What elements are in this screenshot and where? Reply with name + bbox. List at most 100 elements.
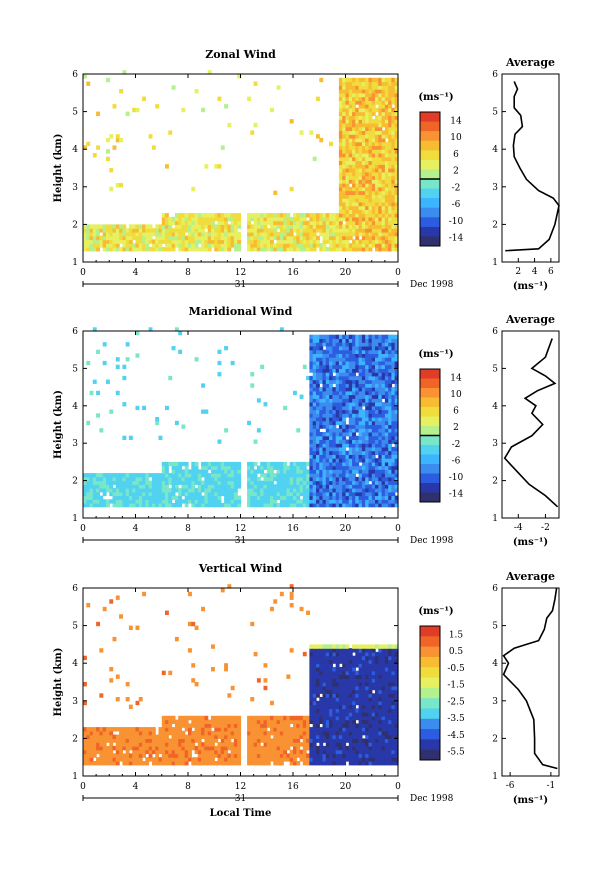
heatmap-cell <box>329 334 333 339</box>
heatmap-cell <box>355 149 360 154</box>
heatmap-cell <box>345 375 350 381</box>
heatmap-cell <box>83 753 87 758</box>
heatmap-cell <box>371 342 376 347</box>
heatmap-cell <box>211 495 215 500</box>
heatmap-cell <box>381 145 386 150</box>
heatmap-cell <box>96 413 100 418</box>
heatmap-cell <box>329 651 333 657</box>
heatmap-cell <box>358 334 363 339</box>
heatmap-cell <box>342 141 347 147</box>
heatmap-cell <box>361 387 366 392</box>
heatmap-cell <box>338 446 343 452</box>
heatmap-cell <box>325 473 330 478</box>
heatmap-cell <box>181 480 186 485</box>
heatmap-cell <box>378 179 383 184</box>
heatmap-cell <box>388 209 393 214</box>
heatmap-cell <box>260 730 265 736</box>
heatmap-cell <box>309 424 314 429</box>
heatmap-cell <box>263 247 268 252</box>
heatmap-cell <box>158 243 163 248</box>
heatmap-cell <box>368 247 373 252</box>
heatmap-cell <box>329 742 333 747</box>
heatmap-cell <box>352 761 356 766</box>
heatmap-cell <box>329 368 333 373</box>
heatmap-cell <box>371 495 376 500</box>
heatmap-cell <box>342 160 347 165</box>
heatmap-cell <box>391 137 396 143</box>
heatmap-cell <box>371 390 376 396</box>
heatmap-cell <box>352 387 356 392</box>
heatmap-cell <box>338 368 343 373</box>
heatmap-cell <box>348 194 353 199</box>
heatmap-cell <box>204 742 209 747</box>
heatmap-cell <box>361 461 366 467</box>
heatmap-cell <box>171 738 176 743</box>
heatmap-cell <box>332 446 337 452</box>
heatmap-cell <box>86 753 91 758</box>
heatmap-cell <box>296 213 301 218</box>
heatmap-cell <box>230 473 235 478</box>
heatmap-cell <box>381 247 386 252</box>
heatmap-cell <box>161 231 166 237</box>
heatmap-cell <box>352 156 356 162</box>
heatmap-cell <box>316 488 320 493</box>
heatmap-cell <box>319 749 324 755</box>
heatmap-cell <box>224 220 228 225</box>
heatmap-cell <box>289 235 294 241</box>
profile-frame <box>501 73 560 263</box>
heatmap-cell <box>381 141 386 147</box>
heatmap-cell <box>286 738 291 743</box>
heatmap-cell <box>325 379 330 384</box>
heatmap-cell <box>296 220 301 225</box>
heatmap-cell <box>224 231 228 237</box>
heatmap-cell <box>391 428 396 433</box>
heatmap-cell <box>197 749 202 755</box>
heatmap-cell <box>381 491 386 497</box>
heatmap-cell <box>237 499 242 504</box>
heatmap-cell <box>378 342 383 347</box>
heatmap-cell <box>148 738 153 743</box>
heatmap-cell <box>83 730 87 736</box>
heatmap-cell <box>142 738 146 743</box>
heatmap-cell <box>132 224 137 229</box>
heatmap-cell <box>368 239 373 244</box>
heatmap-cell <box>188 247 192 252</box>
heatmap-cell <box>247 476 251 482</box>
heatmap-cell <box>319 499 324 504</box>
heatmap-cell <box>227 213 232 218</box>
heatmap-cell <box>306 503 310 508</box>
heatmap-cell <box>368 398 373 403</box>
heatmap-cell <box>352 216 356 222</box>
heatmap-cell <box>342 357 347 362</box>
heatmap-cell <box>142 247 146 252</box>
heatmap-cell <box>211 243 215 248</box>
heatmap-cell <box>352 122 356 128</box>
heatmap-cell <box>371 491 376 497</box>
heatmap-cell <box>378 77 383 83</box>
heatmap-cell <box>329 360 333 366</box>
heatmap-cell <box>96 476 100 482</box>
heatmap-cell <box>325 484 330 489</box>
heatmap-cell <box>388 81 393 86</box>
heatmap-cell <box>125 738 130 743</box>
heatmap-cell <box>316 213 320 218</box>
heatmap-cell <box>89 753 94 758</box>
heatmap-cell <box>233 715 238 721</box>
heatmap-cell <box>345 338 350 343</box>
heatmap-cell <box>384 228 389 233</box>
heatmap-cell <box>388 357 393 362</box>
heatmap-cell <box>227 469 232 474</box>
heatmap-cell <box>312 491 317 497</box>
heatmap-cell <box>273 243 278 248</box>
heatmap-cell <box>299 473 304 478</box>
heatmap-cell <box>250 727 255 732</box>
heatmap-cell <box>250 753 255 758</box>
heatmap-cell <box>165 216 169 222</box>
heatmap-cell <box>319 432 324 437</box>
heatmap-cell <box>220 715 225 721</box>
heatmap-cell <box>381 383 386 388</box>
heatmap-cell <box>165 465 169 470</box>
heatmap-cell <box>325 495 330 500</box>
heatmap-cell <box>155 738 160 743</box>
colorbar-segment <box>420 207 440 218</box>
